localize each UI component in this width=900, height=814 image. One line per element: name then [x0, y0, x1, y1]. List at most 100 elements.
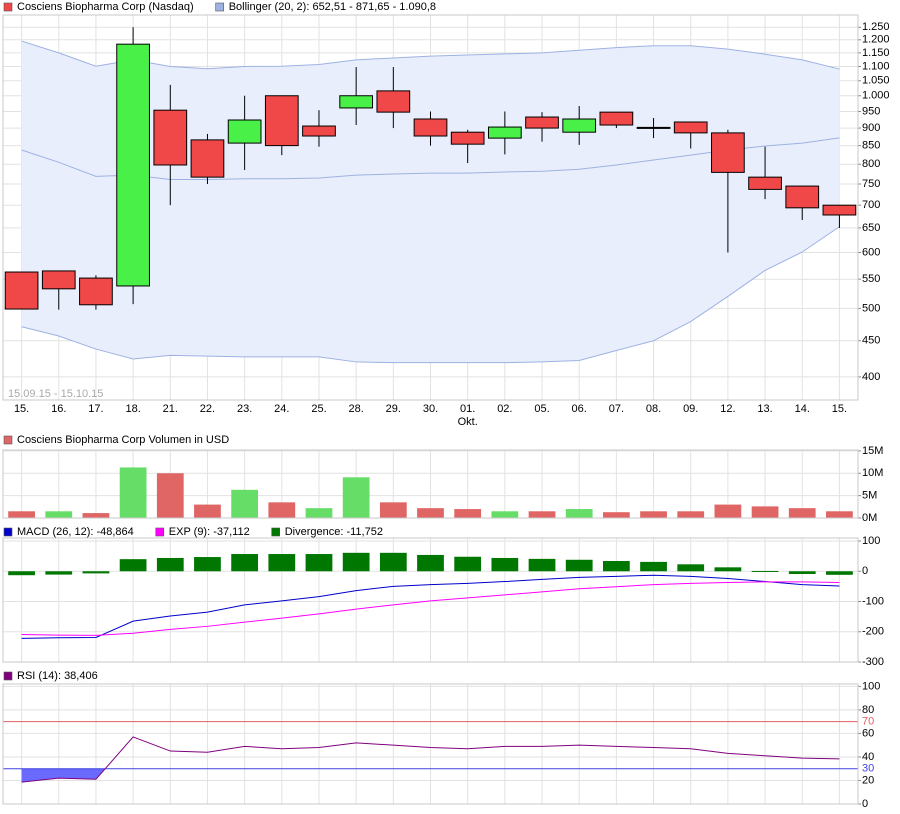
legend-label: RSI (14): 38,406	[17, 670, 98, 682]
divergence-bar	[194, 557, 221, 572]
y-tick-label: 450	[862, 335, 880, 347]
bollinger-upper	[21, 40, 840, 70]
x-tick-label: 08.	[646, 403, 661, 415]
y-tick-label: 600	[862, 246, 880, 258]
rsi-oversold-fill	[21, 768, 840, 783]
x-tick-label: 01.	[460, 403, 475, 415]
y-tick-label: 1.000	[862, 90, 890, 102]
x-tick-label: 14.	[795, 403, 810, 415]
divergence-bar	[788, 571, 816, 574]
volume-bar	[231, 489, 259, 518]
candle-body	[302, 125, 336, 137]
y-tick-label: 900	[862, 122, 880, 134]
panel-border	[2, 14, 859, 401]
legend-label: Cosciens Biopharma Corp (Nasdaq)	[17, 1, 194, 13]
x-tick-label: 05.	[534, 403, 549, 415]
candle-body	[376, 90, 411, 113]
x-tick-label: 29.	[386, 403, 401, 415]
volume-bar	[788, 508, 816, 518]
volume-bar	[305, 508, 333, 518]
candle-body	[562, 118, 597, 133]
bollinger-band-fill	[21, 41, 840, 363]
candle-body	[41, 270, 76, 290]
volume-bar	[417, 508, 444, 518]
volume-bar	[565, 509, 593, 518]
volume-bar	[8, 511, 35, 518]
volume-bar	[454, 509, 482, 518]
y-tick-label: 100	[862, 680, 880, 692]
volume-bar	[491, 511, 519, 518]
volume-bar	[45, 511, 73, 518]
panel-border	[2, 683, 859, 805]
x-tick-label: 22.	[200, 403, 215, 415]
candle-body	[116, 43, 150, 287]
candle-body	[487, 126, 522, 139]
candle-body	[79, 277, 113, 306]
y-tick-label: 1.100	[862, 60, 890, 72]
x-tick-label: 24.	[274, 403, 289, 415]
y-tick-label: 60	[862, 727, 874, 739]
divergence-bar	[454, 556, 482, 572]
y-tick-label: 750	[862, 178, 880, 190]
x-tick-label: 21.	[163, 403, 178, 415]
divergence-bar	[602, 560, 630, 572]
y-tick-label: 1.050	[862, 75, 890, 87]
legend-label: Bollinger (20, 2): 652,51 - 871,65 - 1.0…	[229, 1, 436, 13]
candle-body	[190, 139, 225, 178]
divergence-bar	[491, 557, 519, 572]
divergence-bar	[8, 571, 35, 576]
x-tick-label: 23.	[237, 403, 252, 415]
volume-bar	[82, 513, 110, 518]
candle-body	[4, 271, 39, 310]
indicator-line	[21, 574, 840, 639]
divergence-bar	[751, 570, 779, 572]
volume-bar	[528, 511, 556, 518]
divergence-bar	[379, 552, 407, 572]
candle-body	[450, 131, 485, 145]
candle-body	[599, 111, 634, 126]
x-tick-label: 02.	[497, 403, 512, 415]
legend-swatch	[215, 2, 224, 12]
period-label: 15.09.15 - 15.10.15	[8, 388, 103, 400]
y-tick-label: 80	[862, 704, 874, 716]
x-tick-label: 09.	[683, 403, 698, 415]
candle-body	[525, 116, 559, 129]
x-tick-label: 28.	[349, 403, 364, 415]
candle-body	[711, 132, 745, 173]
y-tick-label: 1.150	[862, 47, 890, 59]
volume-bar	[602, 512, 630, 518]
volume-bar	[677, 511, 705, 518]
legend-swatch	[3, 671, 13, 681]
volume-bar	[826, 511, 853, 518]
y-tick-label: 1.250	[862, 21, 890, 33]
y-tick-label: -100	[862, 595, 884, 607]
y-tick-label: 100	[862, 535, 880, 547]
y-tick-label: 40	[862, 751, 874, 763]
volume-bar	[714, 504, 742, 518]
candle-body	[339, 95, 374, 109]
x-tick-label: 16.	[51, 403, 66, 415]
divergence-bar	[714, 567, 742, 572]
y-tick-label: 700	[862, 199, 880, 211]
y-tick-label: 400	[862, 371, 880, 383]
legend-swatch	[271, 527, 281, 537]
y-tick-label: -200	[862, 626, 884, 638]
y-tick-label: -300	[862, 656, 884, 668]
candle-body	[785, 185, 820, 209]
reference-label: 70	[862, 716, 874, 728]
y-tick-label: 0	[862, 565, 868, 577]
divergence-bar	[342, 552, 370, 572]
divergence-bar	[640, 561, 667, 572]
candle-body	[636, 126, 671, 129]
x-tick-label: 17.	[88, 403, 103, 415]
bollinger-middle	[21, 137, 840, 181]
volume-bar	[342, 477, 370, 518]
legend-swatch	[3, 2, 13, 12]
legend-label: Cosciens Biopharma Corp Volumen in USD	[17, 434, 229, 446]
y-tick-label: 850	[862, 140, 880, 152]
x-tick-label: 18.	[125, 403, 140, 415]
x-tick-label: 15.	[14, 403, 29, 415]
x-tick-label: 06.	[572, 403, 587, 415]
volume-bar	[156, 473, 184, 518]
volume-bar	[194, 504, 221, 518]
